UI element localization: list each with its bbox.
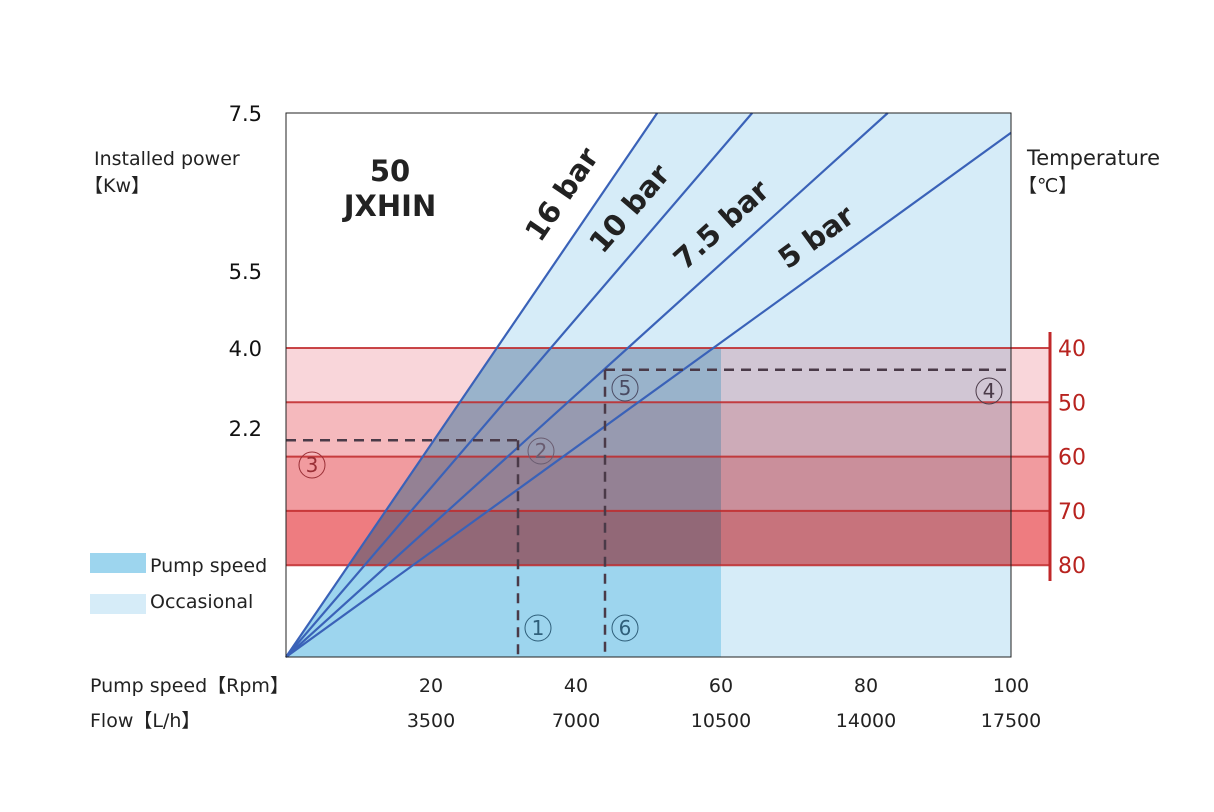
temperature-band-extension	[1011, 456, 1049, 511]
x-tick-label-rpm: 100	[993, 675, 1029, 697]
marker-number: 3	[306, 453, 319, 477]
marker-number: 6	[619, 616, 632, 640]
series-line	[285, 112, 754, 658]
legend-swatch-pump-speed	[90, 553, 146, 573]
y-tick-label: 2.2	[229, 417, 262, 441]
circled-marker	[611, 614, 639, 642]
temperature-band-extension	[1011, 510, 1049, 566]
plot-frame	[285, 112, 1012, 658]
y2-axis-unit: 【℃】	[1018, 175, 1077, 197]
x-tick-label-rpm: 20	[419, 675, 443, 697]
x-tick-label-flow: 7000	[552, 710, 600, 732]
legend-swatch-occasional	[90, 594, 146, 614]
y2-tick-label: 40	[1058, 337, 1086, 362]
y2-tick-label: 60	[1058, 446, 1086, 471]
circled-marker	[611, 374, 639, 402]
chart-title-line-2: JXHIN	[342, 189, 436, 223]
y-tick-label: 4.0	[229, 337, 262, 361]
y2-tick-label: 80	[1058, 554, 1086, 579]
legend-label-occasional: Occasional	[150, 591, 253, 613]
x-tick-label-flow: 10500	[691, 710, 751, 732]
marker-number: 1	[532, 616, 545, 640]
series-line	[285, 112, 889, 658]
x-tick-label-flow: 14000	[836, 710, 896, 732]
x-axis-label-flow: Flow【L/h】	[90, 710, 200, 732]
marker-number: 5	[619, 376, 632, 400]
temperature-band	[286, 348, 1011, 403]
x-tick-label-rpm: 40	[564, 675, 588, 697]
y2-axis-label: Temperature	[1026, 146, 1160, 170]
marker-number: 4	[983, 379, 996, 403]
y-axis-unit: 【Kw】	[84, 175, 150, 197]
circled-marker	[975, 377, 1003, 405]
marker-number: 2	[535, 439, 548, 463]
y2-tick-label: 70	[1058, 500, 1086, 525]
series-line	[285, 112, 659, 658]
temperature-band	[286, 510, 1011, 566]
circled-marker	[298, 451, 326, 479]
temperature-band	[286, 402, 1011, 457]
circled-marker	[524, 614, 552, 642]
x-axis-label-rpm: Pump speed【Rpm】	[90, 675, 289, 697]
circled-marker	[527, 437, 555, 465]
y-tick-label: 7.5	[229, 102, 262, 126]
x-tick-label-flow: 17500	[981, 710, 1041, 732]
y-tick-label: 5.5	[229, 260, 262, 284]
y2-tick-label: 50	[1058, 391, 1086, 416]
x-tick-label-flow: 3500	[407, 710, 455, 732]
y-axis-label: Installed power	[94, 148, 240, 170]
temperature-band-extension	[1011, 402, 1049, 457]
series-line	[285, 131, 1012, 658]
x-tick-label-rpm: 60	[709, 675, 733, 697]
chart-title-line-1: 50	[370, 154, 410, 188]
legend-label-pump-speed: Pump speed	[150, 555, 267, 577]
temperature-band-extension	[1011, 348, 1049, 403]
x-tick-label-rpm: 80	[854, 675, 878, 697]
temperature-band	[286, 456, 1011, 511]
